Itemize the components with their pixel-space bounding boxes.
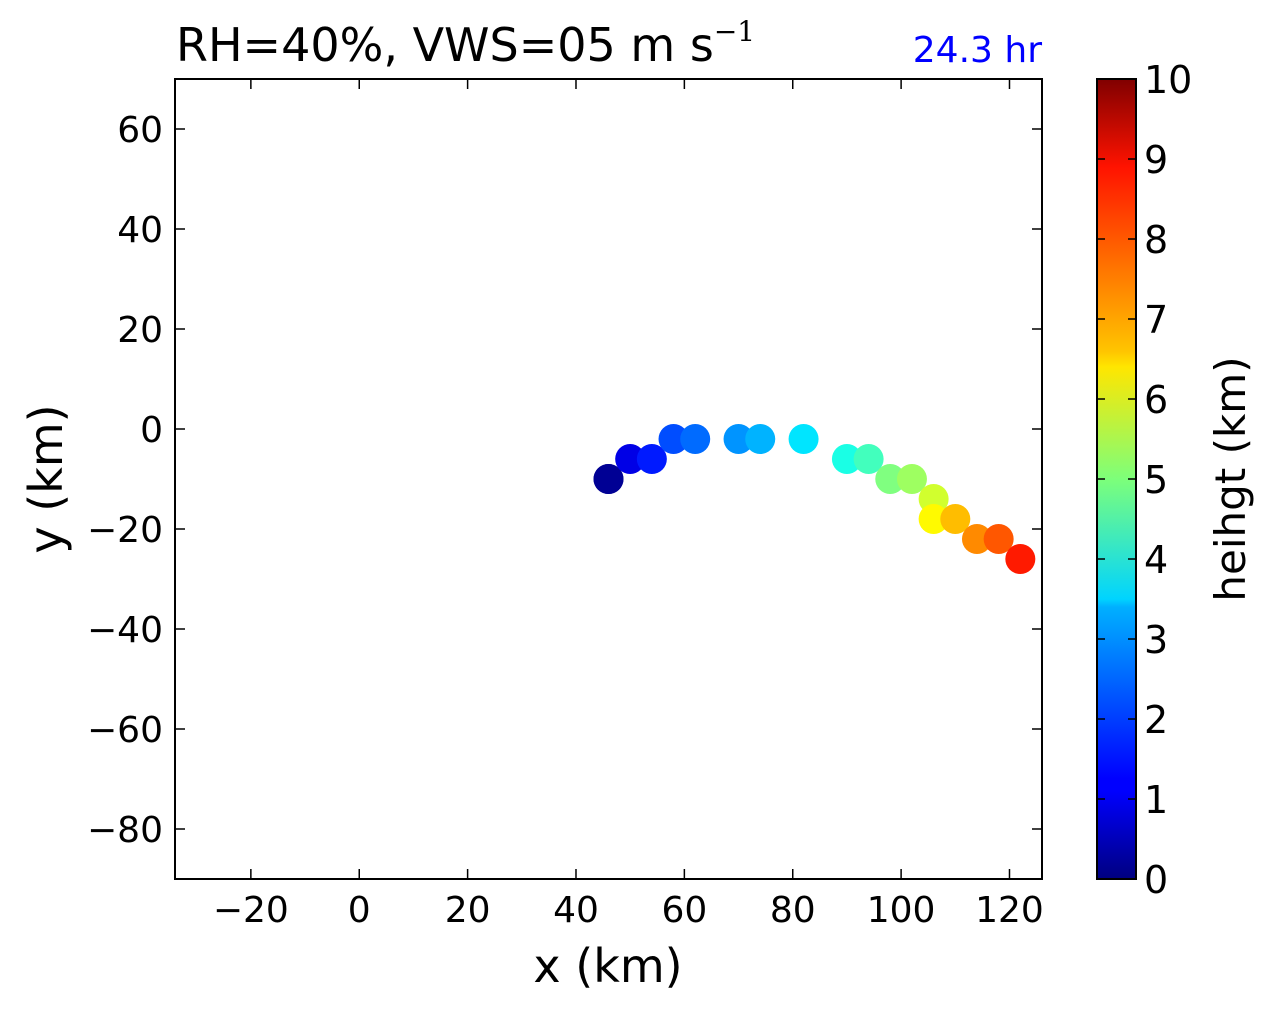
scatter-point-3: [636, 444, 667, 474]
colorbar-tick-label: 1: [1144, 778, 1168, 822]
colorbar-tick-label: 0: [1144, 858, 1168, 902]
y-tick-label: 0: [140, 410, 163, 451]
colorbar-tick-label: 3: [1144, 618, 1168, 662]
scatter-point-14: [918, 504, 949, 534]
x-tick-label: 120: [975, 890, 1044, 931]
chart-title-superscript: −1: [713, 14, 756, 48]
y-tick-label: −40: [87, 610, 163, 651]
time-annotation: 24.3 hr: [912, 30, 1042, 71]
colorbar-tick-label: 7: [1144, 298, 1168, 342]
colorbar-label: heihgt (km): [1206, 356, 1255, 601]
x-tick-label: 80: [770, 890, 816, 931]
colorbar-tick-label: 4: [1144, 538, 1168, 582]
axis-ticks: −20 0 20 40 60 80 100 120 −80 −60 −40 −20 0 20 40 60: [87, 79, 1044, 931]
x-tick-label: 20: [445, 890, 491, 931]
colorbar-tick-label: 5: [1144, 458, 1168, 502]
scatter-point-5: [680, 424, 711, 454]
colorbar-tick-label: 6: [1144, 378, 1168, 422]
scatter-point-16: [961, 524, 992, 554]
scatter-point-18: [1005, 544, 1036, 574]
scatter-point-12: [896, 464, 927, 494]
colorbar-tick-label: 10: [1144, 58, 1192, 102]
scatter-point-1: [593, 464, 624, 494]
chart-title: RH=40%, VWS=05 m s−1: [176, 14, 756, 72]
y-tick-label: 40: [117, 210, 163, 251]
colorbar-tick-label: 8: [1144, 218, 1168, 262]
x-tick-label: 100: [867, 890, 936, 931]
x-tick-label: −20: [213, 890, 289, 931]
scatter-point-2: [615, 444, 646, 474]
x-tick-label: 40: [553, 890, 599, 931]
scatter-point-8: [788, 424, 819, 454]
scatter-point-9: [831, 444, 862, 474]
colorbar-tick-label: 9: [1144, 138, 1168, 182]
y-tick-label: 20: [117, 310, 163, 351]
scatter-point-15: [940, 504, 971, 534]
scatter-point-4: [658, 424, 689, 454]
x-tick-label: 0: [348, 890, 371, 931]
colorbar-tick-label: 2: [1144, 698, 1168, 742]
scatter-point-10: [853, 444, 884, 474]
x-axis-label: x (km): [533, 939, 682, 993]
scatter-point-17: [983, 524, 1014, 554]
scatter-point-7: [745, 424, 776, 454]
x-tick-label: 60: [661, 890, 707, 931]
y-tick-label: −80: [87, 810, 163, 851]
chart-title-text: RH=40%, VWS=05 m s: [176, 18, 714, 72]
y-tick-label: 60: [117, 110, 163, 151]
scatter-point-11: [875, 464, 906, 494]
plot-frame: [174, 78, 1043, 880]
colorbar-ticks: 0 1 2 3 4 5 6 7 8 9 10: [1097, 58, 1192, 902]
points-layer: [593, 424, 1036, 574]
y-tick-label: −60: [87, 710, 163, 751]
y-tick-label: −20: [87, 510, 163, 551]
y-axis-label: y (km): [19, 404, 73, 553]
scatter-point-6: [723, 424, 754, 454]
